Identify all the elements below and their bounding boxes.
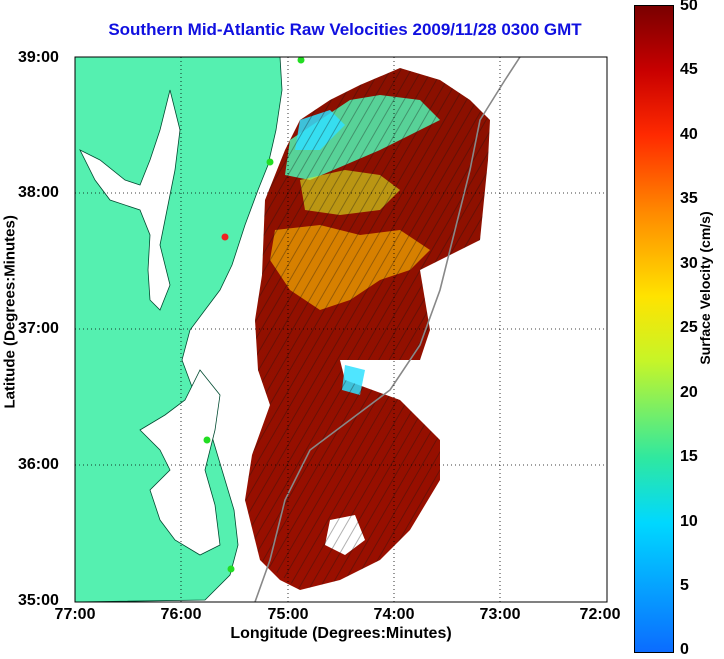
station-marker (203, 436, 211, 444)
y-axis-label: Latitude (Degrees:Minutes) (1, 215, 19, 409)
x-tick-label: 72:00 (579, 606, 621, 623)
y-tick-label: 37:00 (18, 320, 59, 337)
station-marker (221, 233, 229, 241)
colorbar-tick: 45 (680, 61, 698, 78)
x-tick-label: 73:00 (479, 606, 521, 623)
x-tick-label: 77:00 (54, 606, 96, 623)
x-axis-label: Longitude (Degrees:Minutes) (230, 625, 452, 642)
grid-lines (75, 57, 607, 602)
y-tick-label: 36:00 (18, 456, 59, 473)
y-tick-label: 38:00 (18, 184, 59, 201)
colorbar-tick: 40 (680, 126, 698, 143)
colorbar-tick: 25 (680, 319, 698, 336)
colorbar-tick: 50 (680, 0, 698, 14)
colorbar-tick: 15 (680, 448, 698, 465)
chesapeake-bay (79, 89, 181, 311)
map-title: Southern Mid-Atlantic Raw Velocities 200… (108, 20, 582, 39)
colorbar-label: Surface Velocity (cm/s) (697, 211, 713, 365)
colorbar-tick: 10 (680, 513, 698, 530)
x-tick-label: 76:00 (160, 606, 202, 623)
x-tick-label: 74:00 (373, 606, 415, 623)
plot-border (74, 56, 608, 603)
isobath-line (254, 57, 521, 602)
colorbar-tick: 0 (680, 641, 689, 658)
colorbar-tick: 5 (680, 577, 689, 594)
sound-water (139, 369, 221, 556)
station-marker (227, 565, 235, 573)
station-marker (266, 158, 274, 166)
colorbar (634, 5, 674, 653)
x-tick-label: 75:00 (267, 606, 309, 623)
colorbar-tick: 30 (680, 255, 698, 272)
colorbar-tick: 35 (680, 190, 698, 207)
y-tick-label: 35:00 (18, 592, 59, 609)
colorbar-tick: 20 (680, 384, 698, 401)
y-tick-label: 39:00 (18, 49, 59, 66)
station-marker (297, 57, 305, 64)
